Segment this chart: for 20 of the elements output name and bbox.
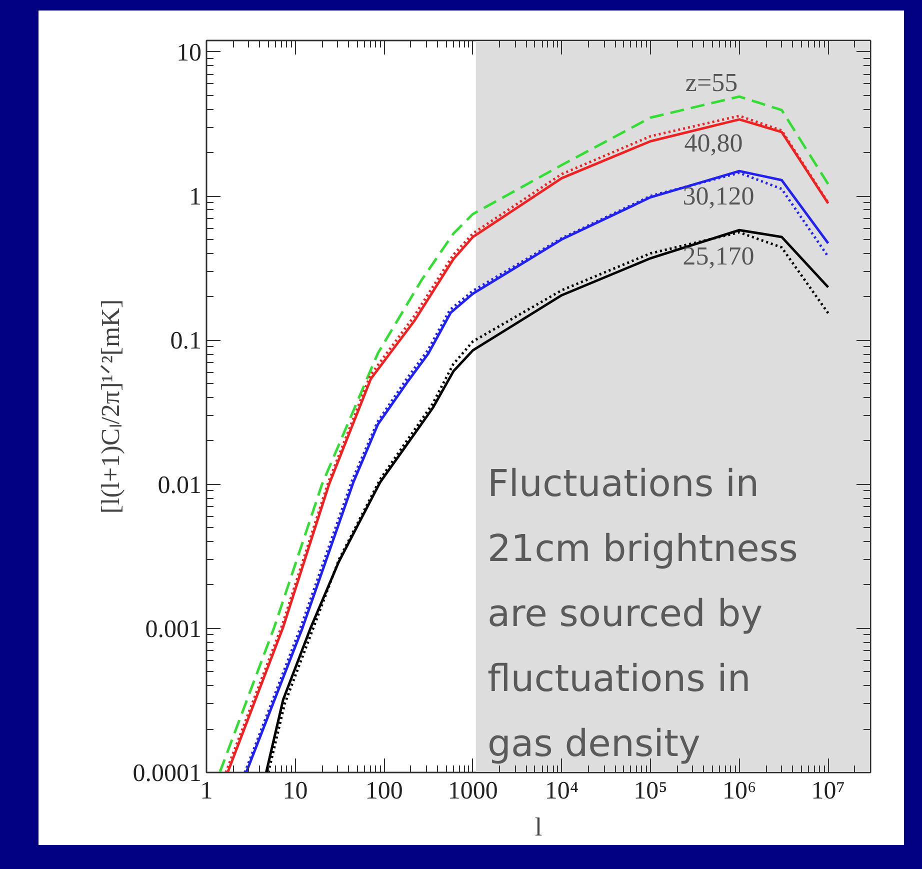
x-axis-title: l xyxy=(534,812,542,842)
x-tick-label: 10⁷ xyxy=(811,778,845,804)
y-tick-label: 1 xyxy=(189,184,202,211)
x-tick-label: 10⁵ xyxy=(634,778,668,804)
y-tick-label: 0.0001 xyxy=(132,760,202,787)
x-tick-label: 10⁴ xyxy=(544,778,579,804)
x-tick-label: 10 xyxy=(282,778,308,804)
y-tick-label: 0.01 xyxy=(158,472,202,499)
x-tick-label: 1000 xyxy=(448,778,498,804)
y-tick-label: 10 xyxy=(176,39,202,66)
x-tick-label: 100 xyxy=(365,778,403,804)
annotation: 30,120 xyxy=(682,182,754,210)
y-axis-title: [l(l+1)Cₗ/2π]¹ᐟ²[mK] xyxy=(96,299,125,514)
y-tick-label: 0.1 xyxy=(170,328,202,355)
annotation: 25,170 xyxy=(682,242,754,270)
y-tick-label: 0.001 xyxy=(145,616,202,643)
annotation: Fluctuations in 21cm brightness are sourced by fluctuations in gas density xyxy=(488,462,798,765)
annotation: 40,80 xyxy=(684,128,743,158)
x-tick-label: 10⁶ xyxy=(722,778,756,804)
annotation: z=55 xyxy=(685,68,738,97)
